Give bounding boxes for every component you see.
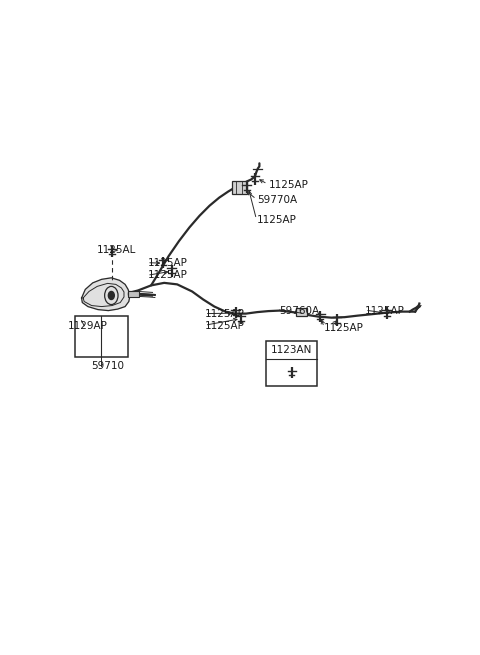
Bar <box>128 291 139 297</box>
Text: 1125AP: 1125AP <box>268 179 308 189</box>
Text: 1129AP: 1129AP <box>68 321 108 331</box>
Text: 1125AP: 1125AP <box>205 321 245 331</box>
Text: 1125AP: 1125AP <box>324 323 364 333</box>
Text: 1123AN: 1123AN <box>271 345 312 355</box>
Text: 1125AP: 1125AP <box>365 306 405 316</box>
Text: 59770A: 59770A <box>257 195 297 204</box>
Text: 1125AP: 1125AP <box>257 215 297 225</box>
Text: 1125AL: 1125AL <box>97 245 137 255</box>
Circle shape <box>108 291 114 299</box>
Text: 59710: 59710 <box>92 361 125 371</box>
Bar <box>75 316 128 357</box>
Text: 1125AP: 1125AP <box>147 257 187 268</box>
Bar <box>296 308 307 316</box>
Text: 1125AP: 1125AP <box>205 309 245 319</box>
Bar <box>266 341 317 386</box>
Text: 59760A: 59760A <box>279 306 320 316</box>
Text: 1125AP: 1125AP <box>147 271 187 280</box>
Bar <box>232 181 247 194</box>
Polygon shape <box>82 278 130 310</box>
